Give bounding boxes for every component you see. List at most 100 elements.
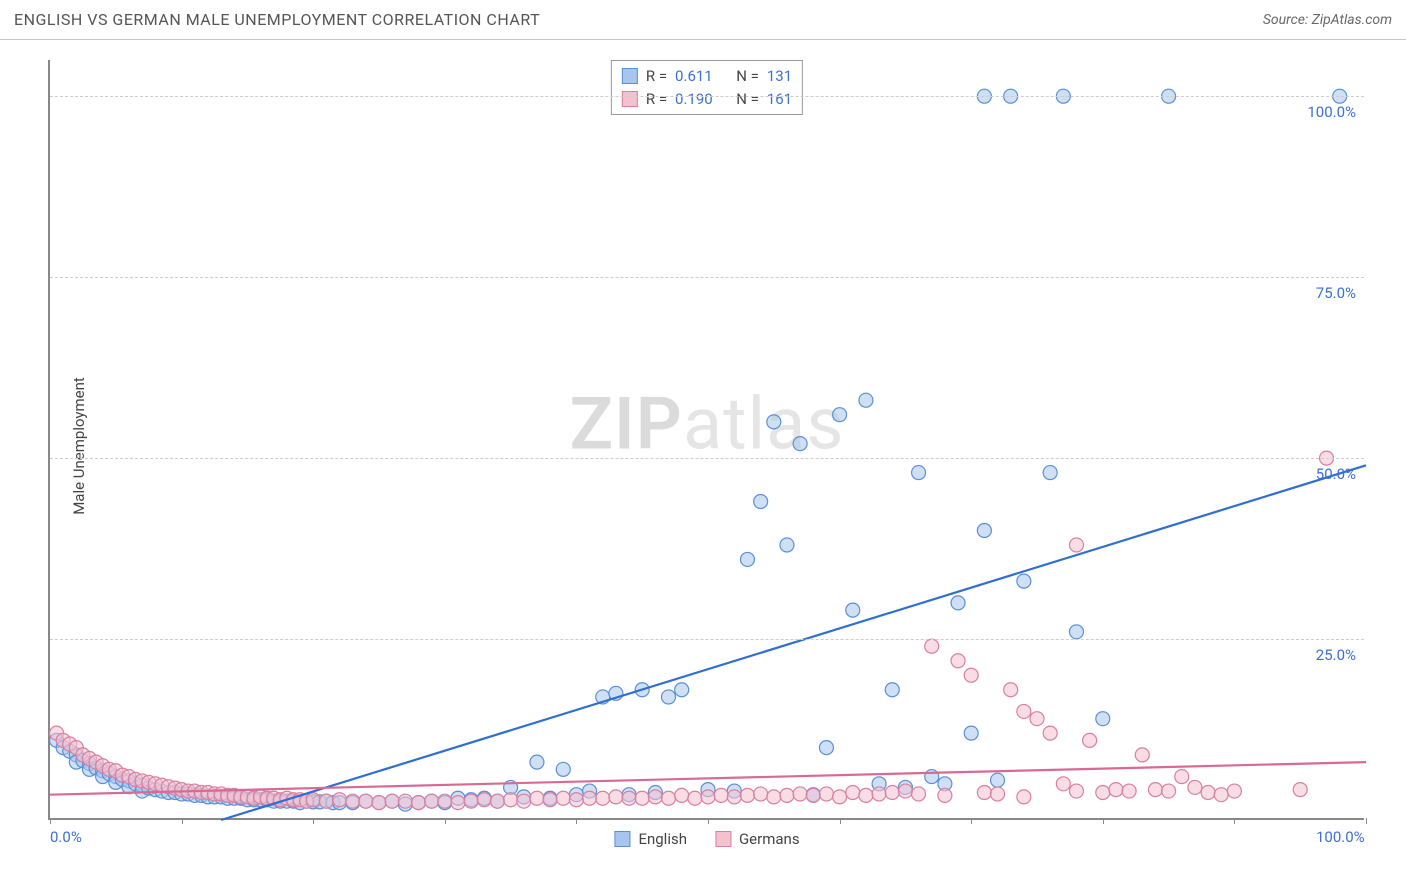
stat-n-label: N =: [736, 65, 759, 88]
scatter-point: [754, 787, 768, 801]
scatter-point: [1293, 783, 1307, 797]
scatter-point: [859, 393, 873, 407]
scatter-point: [1109, 783, 1123, 797]
scatter-point: [477, 793, 491, 807]
scatter-point: [964, 726, 978, 740]
x-tick: [708, 818, 709, 824]
scatter-point: [1030, 712, 1044, 726]
scatter-point: [1017, 704, 1031, 718]
stat-r-label: R =: [646, 65, 667, 88]
scatter-point: [359, 794, 373, 808]
stat-n-value: 131: [767, 65, 792, 88]
scatter-point: [872, 787, 886, 801]
scatter-point: [688, 791, 702, 805]
scatter-point: [977, 523, 991, 537]
legend-swatch: [622, 68, 638, 84]
x-tick: [50, 818, 51, 824]
scatter-point: [530, 755, 544, 769]
plot-area: ZIPatlas R =0.611 N =131R =0.190 N =161 …: [48, 60, 1364, 820]
stat-n-label: N =: [736, 88, 759, 111]
scatter-point: [464, 794, 478, 808]
scatter-point: [504, 793, 518, 807]
stats-row: R = 0.611 N = 131: [622, 65, 792, 88]
scatter-point: [833, 408, 847, 422]
scatter-point: [1096, 712, 1110, 726]
scatter-point: [1069, 538, 1083, 552]
legend-swatch: [622, 91, 638, 107]
scatter-point: [609, 790, 623, 804]
gridline-h: [50, 458, 1364, 459]
y-tick-label: 100.0%: [1307, 103, 1356, 121]
scatter-point: [372, 796, 386, 810]
header-bar: ENGLISH VS GERMAN MALE UNEMPLOYMENT CORR…: [0, 0, 1406, 40]
scatter-point: [583, 791, 597, 805]
scatter-point: [714, 788, 728, 802]
stats-row: R =0.190 N =161: [622, 88, 792, 111]
stat-r-label: R =: [646, 88, 667, 111]
scatter-point: [767, 415, 781, 429]
scatter-point: [793, 787, 807, 801]
scatter-point: [912, 787, 926, 801]
stats-legend: R = 0.611 N = 131R =0.190 N =161: [611, 60, 803, 115]
bottom-legend: English Germans: [614, 830, 799, 848]
legend-label: English: [638, 830, 687, 848]
gridline-h: [50, 639, 1364, 640]
scatter-point: [1135, 748, 1149, 762]
x-tick: [576, 818, 577, 824]
scatter-point: [1201, 785, 1215, 799]
scatter-point: [740, 552, 754, 566]
scatter-point: [648, 790, 662, 804]
scatter-point: [885, 683, 899, 697]
scatter-point: [1096, 785, 1110, 799]
scatter-point: [925, 639, 939, 653]
scatter-point: [1043, 726, 1057, 740]
scatter-point: [556, 762, 570, 776]
scatter-point: [740, 788, 754, 802]
scatter-point: [727, 790, 741, 804]
scatter-point: [675, 788, 689, 802]
x-tick: [313, 818, 314, 824]
y-tick-label: 75.0%: [1316, 284, 1356, 302]
scatter-point: [319, 794, 333, 808]
scatter-point: [754, 495, 768, 509]
stat-r-value: 0.611: [675, 65, 713, 88]
scatter-point: [1214, 788, 1228, 802]
chart-title: ENGLISH VS GERMAN MALE UNEMPLOYMENT CORR…: [14, 10, 540, 29]
scatter-point: [951, 596, 965, 610]
x-tick: [1366, 818, 1367, 824]
scatter-point: [385, 794, 399, 808]
scatter-point: [793, 437, 807, 451]
scatter-point: [1004, 683, 1018, 697]
x-tick: [1103, 818, 1104, 824]
scatter-point: [938, 788, 952, 802]
x-tick: [1234, 818, 1235, 824]
scatter-point: [1188, 780, 1202, 794]
scatter-point: [1122, 784, 1136, 798]
scatter-point: [490, 794, 504, 808]
scatter-point: [635, 791, 649, 805]
legend-label: Germans: [739, 830, 800, 848]
scatter-point: [662, 690, 676, 704]
scatter-point: [543, 793, 557, 807]
scatter-point: [859, 788, 873, 802]
x-tick-label: 100.0%: [1316, 828, 1365, 846]
legend-swatch: [715, 831, 731, 847]
scatter-point: [333, 793, 347, 807]
scatter-point: [1069, 625, 1083, 639]
scatter-point: [991, 773, 1005, 787]
scatter-point: [819, 741, 833, 755]
scatter-point: [425, 794, 439, 808]
x-tick: [445, 818, 446, 824]
scatter-point: [451, 796, 465, 810]
scatter-point: [1162, 784, 1176, 798]
scatter-point: [833, 790, 847, 804]
scatter-point: [438, 794, 452, 808]
scatter-point: [556, 791, 570, 805]
x-tick-label: 0.0%: [50, 828, 82, 846]
legend-item: English: [614, 830, 687, 848]
source-attribution: Source: ZipAtlas.com: [1263, 12, 1392, 28]
scatter-point: [1069, 784, 1083, 798]
scatter-point: [1017, 790, 1031, 804]
gridline-h: [50, 277, 1364, 278]
scatter-point: [1175, 770, 1189, 784]
